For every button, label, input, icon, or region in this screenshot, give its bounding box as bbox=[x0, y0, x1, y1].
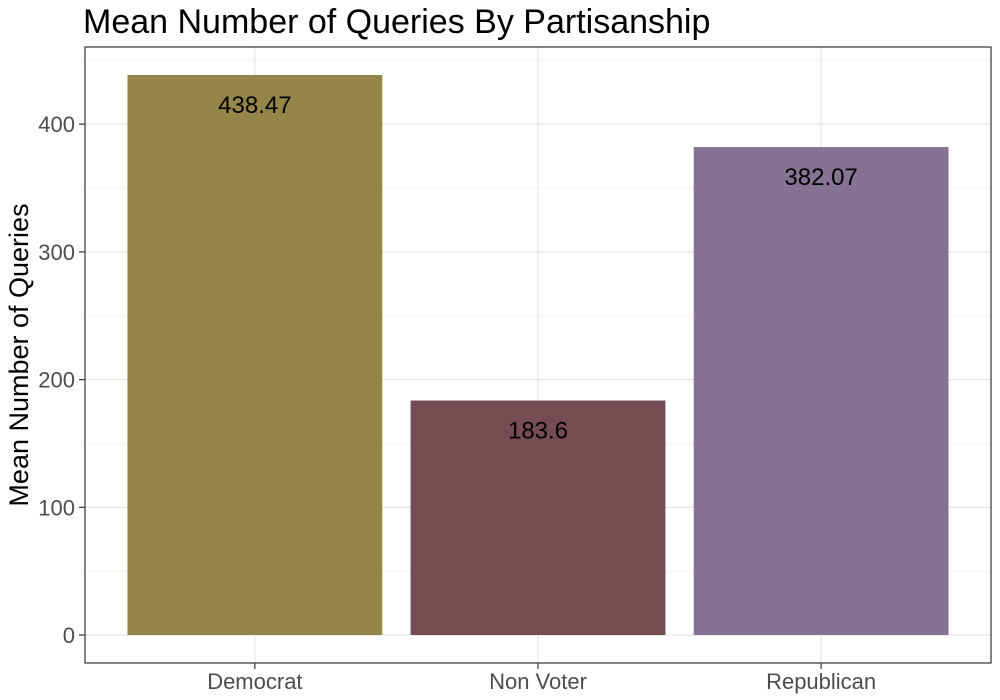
x-tick-label: Republican bbox=[766, 669, 876, 694]
y-axis-title: Mean Number of Queries bbox=[4, 203, 34, 506]
y-tick-label: 200 bbox=[38, 368, 75, 393]
y-tick-label: 400 bbox=[38, 112, 75, 137]
bar-democrat bbox=[127, 75, 383, 636]
data-label: 382.07 bbox=[784, 164, 857, 191]
data-label: 438.47 bbox=[218, 92, 291, 119]
plot-area: 438.47 183.6 382.07 0 100 200 300 400 Democrat No… bbox=[38, 46, 992, 694]
bar-non-voter bbox=[410, 400, 666, 636]
y-tick-label: 100 bbox=[38, 495, 75, 520]
data-label: 183.6 bbox=[508, 418, 568, 445]
chart-title: Mean Number of Queries By Partisanship bbox=[83, 3, 710, 41]
y-tick-label: 0 bbox=[63, 623, 75, 648]
x-tick-label: Democrat bbox=[207, 669, 302, 694]
y-tick-label: 300 bbox=[38, 240, 75, 265]
x-tick-label: Non Voter bbox=[489, 669, 587, 694]
bar-republican bbox=[693, 147, 949, 636]
